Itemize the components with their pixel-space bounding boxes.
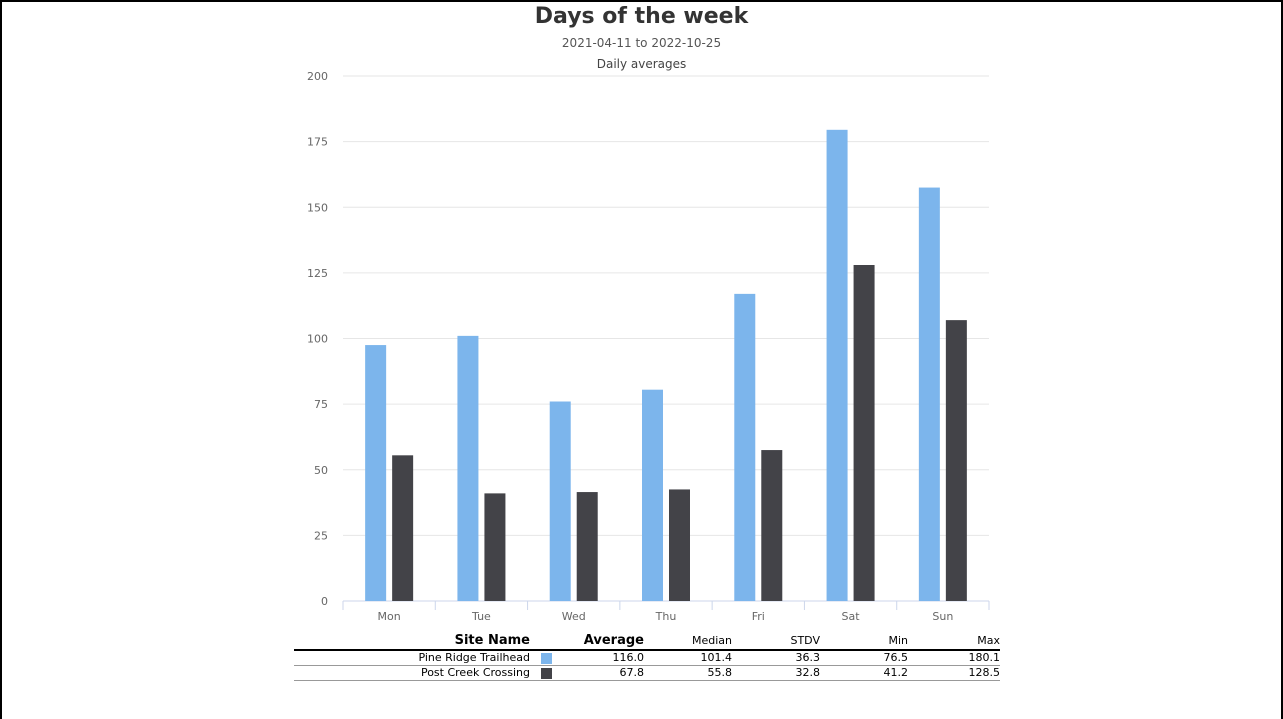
y-tick-label: 0 [321, 595, 328, 608]
x-tick-label: Sat [842, 610, 861, 623]
median-cell: 101.4 [700, 651, 733, 664]
table-row: Pine Ridge Trailhead 116.0 101.4 36.3 76… [294, 650, 1000, 666]
bar-mon-series-1 [365, 345, 387, 601]
bar-tue-series-2 [484, 493, 506, 601]
header-stdv: STDV [790, 634, 820, 647]
max-cell: 180.1 [968, 651, 1001, 664]
site-name-cell: Post Creek Crossing [420, 666, 530, 679]
series-color-swatch [540, 652, 552, 664]
series-swatch-cell [530, 666, 562, 681]
y-tick-label: 50 [314, 464, 328, 477]
y-tick-label: 75 [314, 398, 328, 411]
site-name-cell: Pine Ridge Trailhead [418, 651, 530, 664]
bar-wed-series-2 [576, 492, 598, 601]
bar-thu-series-2 [669, 489, 690, 601]
bar-sun-series-1 [918, 187, 940, 601]
x-tick-label: Tue [471, 610, 491, 623]
y-tick-label: 200 [307, 70, 328, 83]
median-cell: 55.8 [707, 666, 733, 679]
header-average: Average [583, 633, 644, 648]
average-cell: 67.8 [619, 666, 645, 679]
header-max: Max [977, 634, 1000, 647]
y-tick-label: 25 [314, 529, 328, 542]
stats-header-row: Site Name Average Median STDV Min Max [294, 633, 1000, 650]
table-row: Post Creek Crossing 67.8 55.8 32.8 41.2 … [294, 666, 1000, 681]
x-tick-label: Mon [378, 610, 401, 623]
x-tick-label: Fri [752, 610, 765, 623]
average-cell: 116.0 [612, 651, 645, 664]
x-tick-label: Thu [655, 610, 677, 623]
stats-table: Site Name Average Median STDV Min Max Pi… [294, 633, 1000, 681]
bar-mon-series-2 [392, 455, 414, 601]
y-tick-label: 175 [307, 136, 328, 149]
bar-sat-series-1 [826, 129, 848, 601]
date-range-subtitle: 2021-04-11 to 2022-10-25 [561, 36, 722, 50]
header-site-name: Site Name [454, 633, 530, 648]
bar-fri-series-2 [761, 450, 783, 601]
x-tick-label: Wed [562, 610, 586, 623]
min-cell: 76.5 [883, 651, 909, 664]
bar-fri-series-1 [734, 293, 756, 601]
chart-title: Daily averages [596, 57, 687, 71]
bar-thu-series-1 [642, 389, 663, 601]
series-color-swatch [540, 667, 552, 679]
bar-wed-series-1 [549, 401, 571, 601]
header-min: Min [888, 634, 908, 647]
stdv-cell: 36.3 [795, 651, 821, 664]
stdv-cell: 32.8 [795, 666, 821, 679]
max-cell: 128.5 [968, 666, 1001, 679]
page-title: Days of the week [534, 4, 749, 29]
x-tick-label: Sun [932, 610, 953, 623]
header-median: Median [691, 634, 732, 647]
y-tick-label: 100 [307, 333, 328, 346]
bar-tue-series-1 [457, 335, 479, 601]
bar-sat-series-2 [853, 265, 875, 601]
bar-chart: 0 25 50 75 100 125 150 175 200 Mon Tue Wed Thu Fri Sat… [307, 70, 990, 623]
series-swatch-cell [530, 650, 562, 666]
y-tick-label: 125 [307, 267, 328, 280]
header-swatch-spacer [530, 633, 562, 650]
y-tick-label: 150 [307, 201, 328, 214]
bar-sun-series-2 [945, 320, 967, 601]
min-cell: 41.2 [883, 666, 909, 679]
